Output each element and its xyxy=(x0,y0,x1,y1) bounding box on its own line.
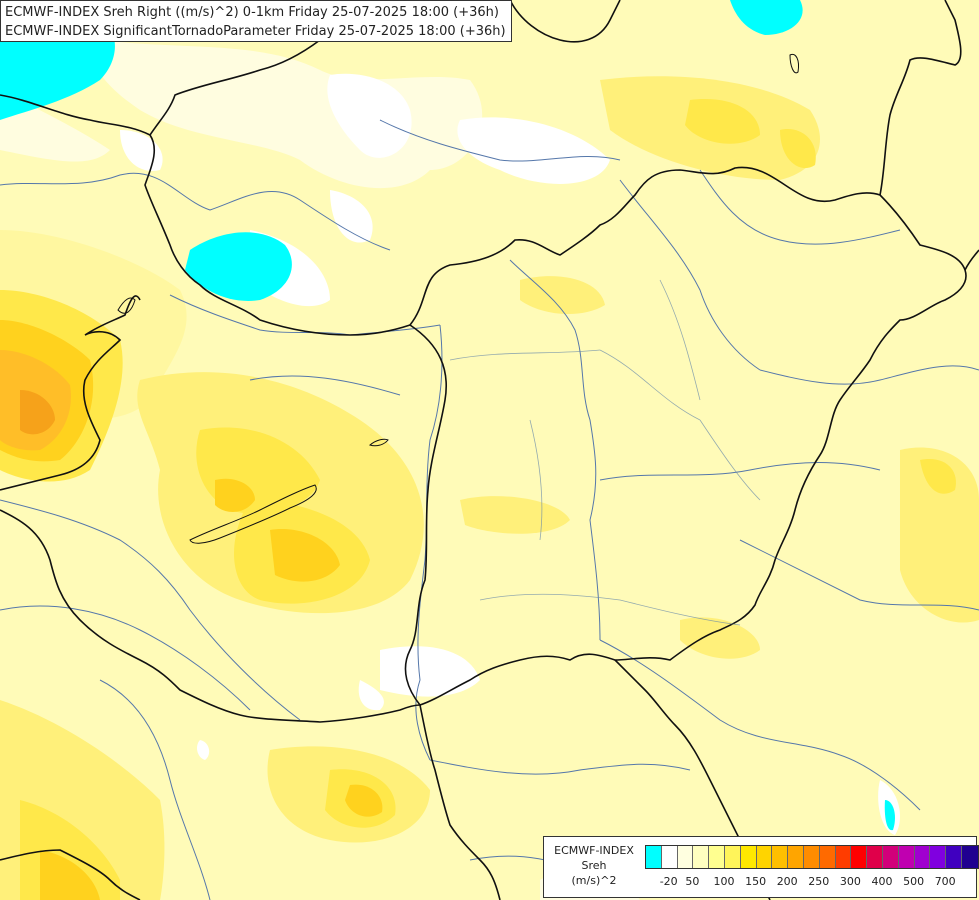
legend-title-line-2: Sreh xyxy=(581,859,607,872)
legend-title-line-1: ECMWF-INDEX xyxy=(554,844,634,857)
legend-swatch xyxy=(709,846,725,868)
legend-swatch xyxy=(819,846,836,868)
moderate-values-areas xyxy=(0,76,979,900)
legend-swatch xyxy=(646,846,662,868)
lakes xyxy=(117,53,799,544)
legend-swatch xyxy=(677,846,694,868)
legend-tick-label: 200 xyxy=(776,875,798,888)
high-values-areas xyxy=(0,290,123,482)
map-title-box: ECMWF-INDEX Sreh Right ((m/s)^2) 0-1km F… xyxy=(0,0,512,42)
legend-tick-label: 700 xyxy=(934,875,956,888)
color-legend: ECMWF-INDEX Sreh (m/s)^2 -20 50 100 150 200 2… xyxy=(543,836,979,898)
legend-color-bar xyxy=(645,845,979,869)
legend-tick-label: 500 xyxy=(903,875,925,888)
low-values-areas xyxy=(0,40,900,900)
legend-swatch xyxy=(851,846,868,868)
rivers xyxy=(0,119,979,900)
legend-tick-label: 100 xyxy=(713,875,735,888)
legend-swatch xyxy=(898,846,915,868)
legend-swatch xyxy=(803,846,820,868)
legend-swatch xyxy=(946,846,962,868)
legend-swatch xyxy=(661,846,678,868)
region-lines xyxy=(449,279,761,626)
legend-swatch xyxy=(772,846,789,868)
legend-title-line-3: (m/s)^2 xyxy=(571,874,617,887)
legend-tick-label: 50 xyxy=(685,875,700,888)
legend-swatch xyxy=(961,846,978,868)
legend-swatch xyxy=(835,846,852,868)
legend-tick-label: 150 xyxy=(745,875,767,888)
legend-title: ECMWF-INDEX Sreh (m/s)^2 xyxy=(544,843,644,888)
legend-tick-label: -20 xyxy=(659,875,678,888)
legend-swatch xyxy=(930,846,947,868)
title-line-1: ECMWF-INDEX Sreh Right ((m/s)^2) 0-1km F… xyxy=(5,5,499,20)
legend-swatch xyxy=(756,846,773,868)
hungary-border xyxy=(404,166,967,706)
legend-swatch xyxy=(788,846,804,868)
negative-values-areas xyxy=(0,0,896,831)
legend-swatch xyxy=(740,846,757,868)
legend-swatch xyxy=(724,846,741,868)
legend-swatch xyxy=(867,846,883,868)
legend-tick-label: 300 xyxy=(839,875,861,888)
legend-swatch xyxy=(882,846,899,868)
legend-tick-label: 250 xyxy=(808,875,830,888)
legend-ticks: -20 50 100 150 200 250 300 400 500 700 xyxy=(645,875,975,891)
legend-tick-label: 400 xyxy=(871,875,893,888)
title-line-2: ECMWF-INDEX SignificantTornadoParameter … xyxy=(5,24,506,39)
legend-swatch xyxy=(914,846,931,868)
legend-swatch xyxy=(693,846,710,868)
